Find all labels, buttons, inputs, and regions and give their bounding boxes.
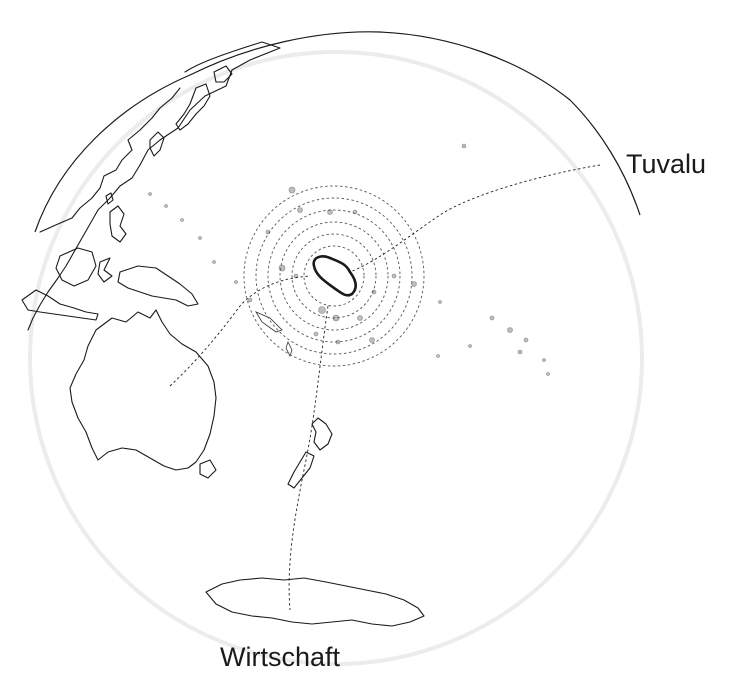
tuvalu-outline	[312, 255, 357, 297]
asia-coastline	[27, 41, 281, 331]
globe-disc	[28, 50, 644, 666]
focus-rings	[243, 185, 425, 367]
japan-north-coastline	[213, 65, 233, 83]
new-zealand-south-coastline	[287, 451, 315, 489]
australia-leader-line	[169, 275, 311, 387]
sumatra-java-coastline	[21, 289, 99, 321]
australia-coastline	[69, 309, 217, 471]
new-guinea-coastline	[117, 265, 199, 307]
wirtschaft-leader-line	[288, 305, 329, 611]
borneo-coastline	[55, 247, 97, 287]
northern-rim-coastline	[34, 31, 641, 233]
wirtschaft-label: Wirtschaft	[220, 642, 341, 672]
new-zealand-north-coastline	[311, 417, 333, 451]
japan-coastline	[175, 83, 211, 131]
tuvalu-leader-line	[349, 164, 601, 273]
china-coastline	[39, 87, 181, 233]
antarctica-coastline	[205, 577, 425, 627]
tasmania-coastline	[199, 459, 217, 479]
pacific-islands	[148, 143, 550, 376]
philippines-coastline	[109, 205, 127, 243]
vanuatu-coastline	[285, 340, 293, 358]
taiwan-coastline	[105, 192, 114, 205]
korea-coastline	[149, 131, 165, 157]
tuvalu-label: Tuvalu	[626, 149, 707, 179]
sulawesi-coastline	[97, 257, 113, 283]
